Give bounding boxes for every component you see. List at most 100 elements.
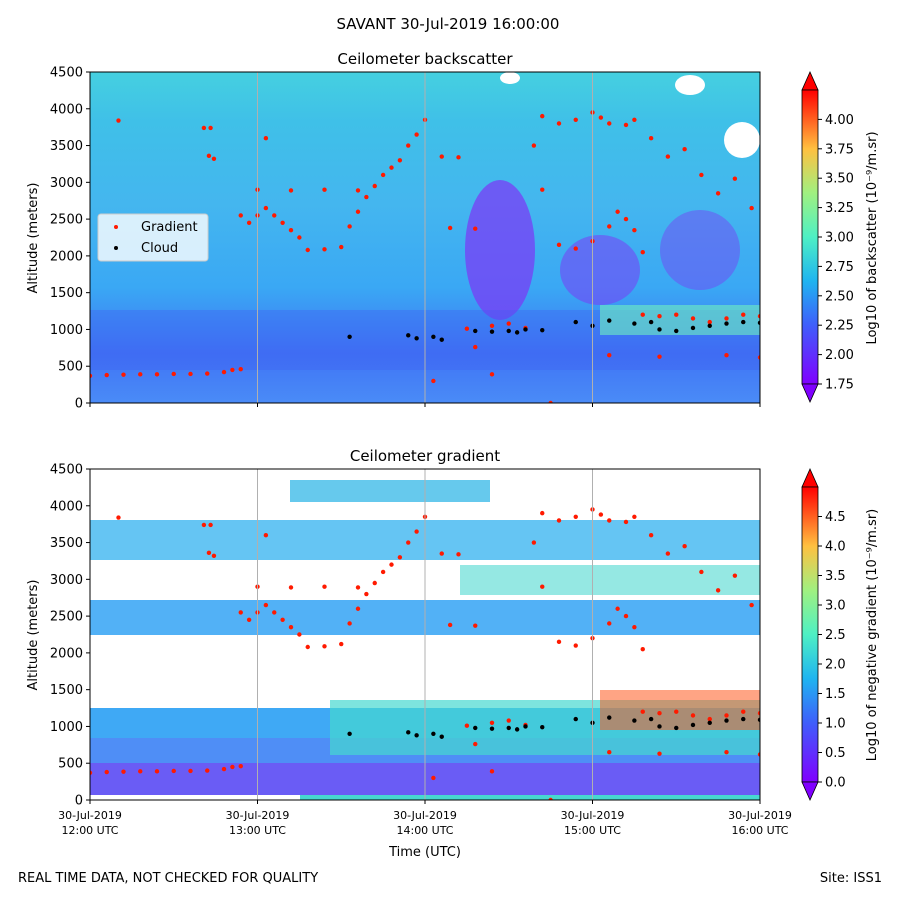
gradient-point: [431, 378, 436, 384]
cloud-point: [648, 716, 654, 722]
gradient-point: [372, 580, 377, 586]
gradient-point: [665, 551, 671, 556]
gradient-point: [431, 775, 436, 781]
cloud-point: [406, 333, 411, 338]
backscatter-colorbar: 1.75 2.00 2.25 2.50 2.75 3.00 3.25 3.50 3.75 4.00…: [801, 71, 880, 403]
gradient-point: [221, 369, 227, 375]
cloud-point: [414, 336, 419, 341]
gradient-point: [322, 644, 327, 649]
gradient-point: [116, 515, 121, 520]
gradient-point: [364, 194, 369, 200]
gradient-point: [632, 117, 637, 123]
colorbar-gradient: [801, 486, 819, 783]
gradient-point: [456, 155, 461, 160]
gradient-point: [288, 624, 294, 630]
gradient-point: [749, 602, 754, 608]
gradient-point: [556, 518, 562, 523]
gradient-point: [732, 573, 738, 578]
cloud-point: [573, 319, 578, 325]
gradient-point: [757, 752, 760, 757]
cloud-point: [757, 717, 760, 723]
gradient-point: [715, 588, 721, 593]
gradient-point: [322, 187, 327, 192]
gradient-point: [288, 585, 294, 590]
backscatter-panel: Ceilometer backscatter 0 500 1000 1500 2000 2…: [26, 50, 880, 412]
gradient-point: [397, 555, 403, 560]
colorbar-tick-label: 2.25: [825, 319, 854, 334]
gradient-point: [615, 209, 620, 214]
gradient-point: [171, 768, 176, 774]
cloud-point: [707, 720, 712, 725]
cloud-point: [657, 724, 662, 729]
gradient-point: [699, 569, 704, 575]
gradient-point: [598, 115, 604, 120]
gradient-point: [690, 713, 696, 718]
cloud-point: [439, 337, 444, 342]
cloud-point: [540, 327, 545, 333]
gradient-point: [211, 156, 217, 161]
colorbar-tick-label: 4.00: [825, 113, 854, 128]
gradient-point: [201, 125, 207, 131]
colorbar-tick-label: 4.5: [825, 510, 846, 525]
gradient-point: [322, 247, 327, 252]
colorbar-label: Log10 of backscatter (10⁻⁹/m.sr): [865, 131, 880, 344]
backscatter-missing-data: [500, 72, 520, 84]
gradient-point: [322, 584, 327, 589]
y-tick-label: 1500: [50, 286, 83, 301]
gradient-point: [238, 366, 243, 372]
gradient-xlabel: Time (UTC): [388, 845, 461, 860]
gradient-point: [414, 529, 419, 534]
colorbar-tick-label: 1.5: [825, 687, 846, 702]
y-tick-label: 4000: [50, 102, 83, 117]
cloud-point: [690, 722, 696, 728]
cloud-point: [489, 726, 495, 731]
cloud-point: [473, 725, 478, 731]
gradient-point: [238, 213, 243, 218]
gradient-point: [489, 323, 495, 328]
cloud-point: [724, 718, 729, 723]
gradient-point: [757, 314, 760, 319]
y-tick-label: 0: [75, 397, 83, 412]
gradient-point: [246, 220, 252, 225]
gradient-point: [657, 711, 662, 716]
gradient-point: [540, 187, 545, 192]
gradient-point: [573, 514, 578, 520]
cloud-point: [648, 319, 654, 325]
gradient-point: [339, 244, 344, 250]
legend-marker-gradient: [114, 225, 118, 229]
gradient-point: [607, 121, 612, 126]
gradient-ylabel: Altitude (meters): [26, 580, 41, 691]
gradient-point: [414, 132, 419, 137]
gradient-point: [389, 165, 394, 170]
gradient-point: [90, 770, 93, 775]
gradient-point: [707, 319, 712, 325]
cloud-point: [506, 725, 511, 731]
gradient-point: [305, 644, 310, 650]
gradient-point: [154, 769, 160, 774]
gradient-point: [724, 352, 729, 358]
colorbar-tick-label: 3.0: [825, 599, 846, 614]
gradient-point: [230, 367, 235, 373]
figure-title: SAVANT 30-Jul-2019 16:00:00: [337, 15, 560, 33]
gradient-point: [489, 372, 495, 377]
gradient-point: [263, 136, 269, 141]
gradient-point: [221, 766, 227, 772]
legend-marker-cloud: [114, 246, 118, 250]
backscatter-ylabel: Altitude (meters): [26, 183, 41, 294]
gradient-point: [263, 205, 269, 211]
colorbar-tick-label: 2.50: [825, 289, 854, 304]
y-tick-label: 4500: [50, 66, 83, 81]
x-tick-label-time: 16:00 UTC: [731, 824, 788, 837]
y-tick-label: 500: [58, 757, 83, 772]
cloud-point: [674, 328, 679, 334]
x-tick-label-date: 30-Jul-2019: [728, 809, 792, 822]
colorbar-tick-label: 4.0: [825, 540, 846, 555]
gradient-point: [439, 154, 444, 159]
gradient-point: [607, 224, 612, 229]
backscatter-missing-data: [724, 122, 760, 158]
y-tick-label: 3000: [50, 573, 83, 588]
gradient-point: [506, 321, 511, 326]
gradient-point: [339, 641, 344, 647]
gradient-point: [355, 209, 361, 214]
